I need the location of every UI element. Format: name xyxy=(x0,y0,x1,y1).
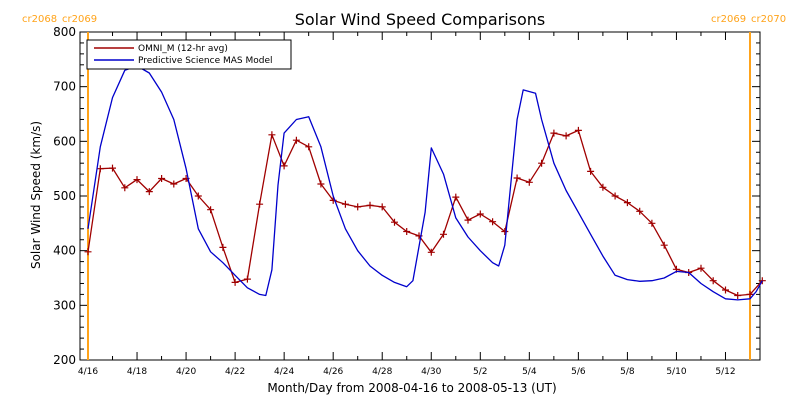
plot-frame xyxy=(79,31,761,361)
omni-series-point xyxy=(709,277,717,285)
y-tick-label: 700 xyxy=(53,80,76,94)
omni-series-point xyxy=(452,193,460,201)
x-tick-label: 5/4 xyxy=(522,367,537,377)
omni-series-point xyxy=(574,126,582,134)
omni-series-point xyxy=(476,210,484,218)
legend-label-mas: Predictive Science MAS Model xyxy=(138,56,273,66)
omni-series-point xyxy=(292,136,300,144)
omni-series-point xyxy=(109,164,116,172)
omni-series-point xyxy=(84,248,92,256)
x-tick-label: 4/28 xyxy=(372,367,392,377)
omni-series-point xyxy=(256,200,264,208)
omni-series-point xyxy=(440,230,447,238)
omni-series-point xyxy=(562,132,570,140)
x-tick-label: 4/16 xyxy=(78,367,98,377)
omni-series-point xyxy=(746,290,754,298)
omni-series-point xyxy=(636,207,644,215)
omni-series-point xyxy=(194,192,202,200)
omni-series-point xyxy=(268,131,276,139)
mas-series-line xyxy=(87,65,763,301)
rotation-right-label-2: cr2070 xyxy=(751,14,786,25)
omni-series-point xyxy=(391,218,398,226)
chart-title: Solar Wind Speed Comparisons xyxy=(295,10,546,29)
omni-series-point xyxy=(722,286,729,294)
y-tick-label: 800 xyxy=(53,25,76,39)
omni-series-point xyxy=(734,292,742,299)
rotation-left-label-1: cr2068 xyxy=(22,14,57,25)
omni-series-point xyxy=(317,180,325,188)
omni-series-point xyxy=(133,176,141,184)
omni-series-point xyxy=(305,143,313,151)
x-tick-label: 5/6 xyxy=(571,367,586,377)
omni-series-point xyxy=(464,216,472,224)
omni-series-point xyxy=(280,162,288,170)
x-tick-label: 5/8 xyxy=(620,367,635,377)
omni-series-point xyxy=(525,178,533,186)
y-tick-label: 200 xyxy=(53,353,76,367)
x-tick-label: 4/22 xyxy=(225,367,245,377)
omni-series-point xyxy=(121,184,129,192)
omni-series-point xyxy=(231,278,239,286)
omni-series-point xyxy=(96,165,104,173)
omni-series-point xyxy=(660,241,668,249)
omni-series-point xyxy=(170,180,178,188)
omni-series-point xyxy=(501,228,509,235)
omni-series-point xyxy=(550,129,558,137)
omni-series-point xyxy=(145,188,153,196)
omni-series-point xyxy=(366,201,374,209)
omni-series-point xyxy=(207,206,215,214)
omni-series-point xyxy=(354,203,362,211)
omni-series-point xyxy=(243,275,251,283)
plot-area: 200 300 400 500 600 700 800 4/16 4/18 4/20 4/22 4/2… xyxy=(53,25,766,377)
legend-box xyxy=(86,39,292,70)
x-tick-label: 4/18 xyxy=(127,367,147,377)
y-axis-label: Solar Wind Speed (km/s) xyxy=(29,121,43,269)
omni-series-point xyxy=(158,175,166,182)
omni-series-point xyxy=(403,228,411,235)
omni-series-point xyxy=(378,203,386,211)
omni-series-point xyxy=(427,248,435,256)
y-tick-label: 400 xyxy=(53,244,76,258)
omni-series-point xyxy=(513,174,521,182)
omni-series-point xyxy=(538,159,546,167)
rotation-right-label-1: cr2069 xyxy=(711,14,746,25)
omni-series-point xyxy=(219,243,227,251)
legend: OMNI_M (12-hr avg) Predictive Science MA… xyxy=(86,39,292,70)
omni-series-point xyxy=(599,183,607,191)
omni-series-point xyxy=(489,218,497,226)
legend-label-omni: OMNI_M (12-hr avg) xyxy=(138,44,228,54)
y-tick-label: 300 xyxy=(53,298,76,312)
omni-series-point xyxy=(329,196,337,204)
rotation-left-label-2: cr2069 xyxy=(62,14,97,25)
omni-series-line xyxy=(87,129,763,297)
omni-series-point xyxy=(341,200,349,208)
x-tick-label: 4/20 xyxy=(176,367,196,377)
x-axis-label: Month/Day from 2008-04-16 to 2008-05-13 … xyxy=(267,381,556,395)
x-tick-label: 5/2 xyxy=(473,367,487,377)
omni-series-point xyxy=(587,167,595,175)
omni-series-point xyxy=(697,264,705,272)
omni-series-point xyxy=(611,192,619,200)
x-tick-label: 4/26 xyxy=(323,367,343,377)
x-tick-label: 4/24 xyxy=(274,367,294,377)
y-tick-label: 500 xyxy=(53,189,76,203)
x-tick-label: 5/12 xyxy=(715,367,735,377)
omni-series-point xyxy=(648,219,656,227)
y-tick-label: 600 xyxy=(53,134,76,148)
x-tick-label: 5/10 xyxy=(666,367,686,377)
omni-series-point xyxy=(623,199,631,207)
x-tick-label: 4/30 xyxy=(421,367,441,377)
